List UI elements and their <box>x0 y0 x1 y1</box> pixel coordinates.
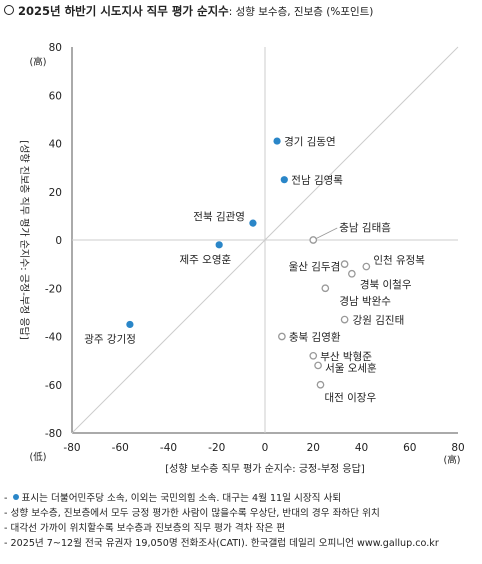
data-point-6 <box>340 260 349 268</box>
data-point-9 <box>321 284 330 293</box>
data-point-13 <box>314 361 322 370</box>
data-label-11: 충북 김영환 <box>289 332 341 344</box>
footnote-3-text: 대각선 가까이 위치할수록 보수층과 진보층의 직무 평가 격차 작은 편 <box>10 523 286 534</box>
y-tick-label-6: -40 <box>45 332 62 344</box>
data-point-4 <box>126 320 134 329</box>
footnote-1: - 표시는 더불어민주당 소속, 이외는 국민의힘 소속. 대구는 4월 11일… <box>4 493 342 504</box>
data-label-2: 전북 김관영 <box>193 211 245 223</box>
data-label-13: 서울 오세훈 <box>325 361 377 374</box>
x-tick-label-1: -60 <box>112 442 129 454</box>
x-tick-label-5: 20 <box>307 442 320 454</box>
x-tick-label-6: 40 <box>355 442 368 454</box>
footnote-1-text: 표시는 더불어민주당 소속, 이외는 국민의힘 소속. 대구는 4월 11일 시… <box>21 493 342 504</box>
x-tick-label-8: 80 <box>451 442 464 454</box>
chart-title: 2025년 하반기 시도지사 직무 평가 순지수: 성향 보수층, 진보층 (%… <box>4 3 373 19</box>
footnote-2: - 성향 보수층, 진보층에서 모두 긍정 평가한 사람이 많을수록 우상단, … <box>4 508 380 519</box>
data-label-3: 제주 오영훈 <box>180 253 232 266</box>
blue-dot-icon <box>12 494 19 500</box>
data-label-8: 경북 이철우 <box>360 278 412 291</box>
x-low-label: (低) <box>30 451 47 463</box>
data-point-11 <box>278 332 286 341</box>
y-tick-label-7: -60 <box>45 380 62 392</box>
data-point-2 <box>249 219 257 227</box>
data-point-7 <box>362 262 371 271</box>
x-tick-label-7: 60 <box>403 442 416 454</box>
data-point-12 <box>309 351 318 360</box>
footnote-4-text: 2025년 7~12월 전국 유권자 19,050명 전화조사(CATI). 한… <box>10 538 439 549</box>
data-point-10 <box>340 315 349 324</box>
data-label-14: 대전 이장우 <box>324 392 376 404</box>
y-tick-label-2: 40 <box>49 139 62 151</box>
footnote-3: - 대각선 가까이 위치할수록 보수층과 진보층의 직무 평가 격차 작은 편 <box>4 523 286 534</box>
footnote-2-text: 성향 보수층, 진보층에서 모두 긍정 평가한 사람이 많을수록 우상단, 반대… <box>10 508 380 519</box>
footnote-4: - 2025년 7~12월 전국 유권자 19,050명 전화조사(CATI).… <box>4 538 439 549</box>
title-main: 2025년 하반기 시도지사 직무 평가 순지수 <box>18 4 229 18</box>
data-label-4: 광주 강기정 <box>84 333 136 345</box>
data-point-1 <box>280 176 288 184</box>
y-tick-label-4: 0 <box>55 235 62 247</box>
data-point-5 <box>309 236 318 244</box>
data-label-12: 부산 박형준 <box>320 351 372 363</box>
y-tick-label-8: -80 <box>45 428 62 440</box>
y-tick-label-1: 60 <box>49 90 62 102</box>
data-label-10: 강원 김진태 <box>353 315 405 327</box>
y-axis-title: [성향 진보층 직무 평가 순지수: 긍정-부정 응답] <box>18 140 30 340</box>
x-tick-label-4: 0 <box>262 442 269 454</box>
x-axis-title: [성향 보수층 직무 평가 순지수: 긍정-부정 응답] <box>165 463 365 475</box>
scatter-chart: -80 -60 -40 -20 0 20 40 60 80 80 60 40 20 0 -20 -40 -60 -… <box>18 42 465 475</box>
x-tick-label-0: -80 <box>63 442 80 454</box>
leader-line-0 <box>313 227 338 241</box>
y-high-label: (高) <box>30 56 47 68</box>
circle-bullet-icon <box>4 5 14 15</box>
data-label-0: 경기 김동연 <box>284 135 336 148</box>
footnotes: - 표시는 더불어민주당 소속, 이외는 국민의힘 소속. 대구는 4월 11일… <box>4 491 439 551</box>
data-label-6: 울산 김두겸 <box>289 261 341 273</box>
x-tick-label-2: -40 <box>160 442 177 454</box>
y-tick-label-0: 80 <box>49 42 62 54</box>
y-tick-label-5: -20 <box>45 283 62 295</box>
data-label-1: 전남 김영록 <box>291 175 343 187</box>
data-label-7: 인천 유정복 <box>373 255 425 267</box>
data-point-0 <box>273 137 281 145</box>
title-subtitle: : 성향 보수층, 진보층 (%포인트) <box>228 6 374 18</box>
y-tick-label-3: 20 <box>49 187 62 199</box>
data-label-5: 충남 김태흠 <box>339 221 391 234</box>
data-point-8 <box>347 269 356 278</box>
x-high-label: (高) <box>444 454 461 466</box>
data-label-9: 경남 박완수 <box>339 294 391 307</box>
data-point-14 <box>316 380 325 389</box>
data-point-3 <box>215 241 223 249</box>
x-tick-label-3: -20 <box>208 442 225 454</box>
diagonal-reference-line <box>71 46 459 434</box>
